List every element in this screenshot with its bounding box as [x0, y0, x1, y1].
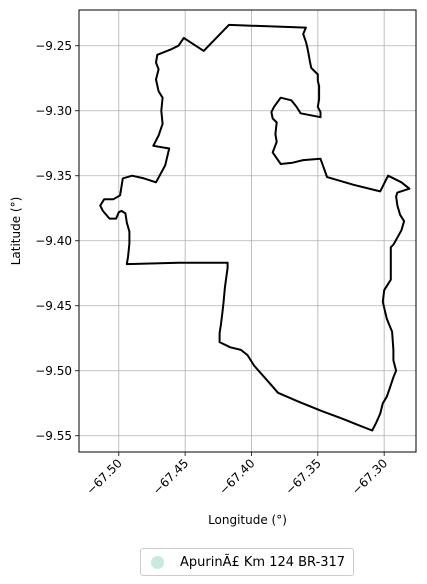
- y-tick-label: −9.40: [35, 234, 72, 248]
- y-tick-label: −9.25: [35, 39, 72, 53]
- plot-frame: [78, 9, 417, 453]
- shape-layer: [99, 23, 411, 432]
- legend-marker-icon: [151, 555, 164, 569]
- y-tick-label: −9.55: [35, 429, 72, 443]
- y-tick-label: −9.35: [35, 169, 72, 183]
- territory-boundary: [99, 23, 411, 432]
- y-tick-label: −9.30: [35, 104, 72, 118]
- y-tick-label: −9.50: [35, 364, 72, 378]
- legend-label: ApurinÃ£ Km 124 BR-317: [180, 554, 346, 570]
- tick-layer: −67.50 −67.45 −67.40 −67.35 −67.30 −9.25 −9.30…: [35, 39, 390, 498]
- x-tick-label: −67.45: [150, 456, 191, 497]
- x-tick-label: −67.35: [283, 456, 324, 497]
- y-tick-label: −9.45: [35, 299, 72, 313]
- x-tick-label: −67.50: [84, 456, 125, 497]
- x-tick-label: −67.30: [349, 456, 390, 497]
- x-axis-label: Longitude (°): [208, 513, 287, 527]
- x-tick-label: −67.40: [216, 456, 257, 497]
- legend: ApurinÃ£ Km 124 BR-317: [140, 548, 355, 576]
- y-axis-label: Latitude (°): [9, 197, 23, 266]
